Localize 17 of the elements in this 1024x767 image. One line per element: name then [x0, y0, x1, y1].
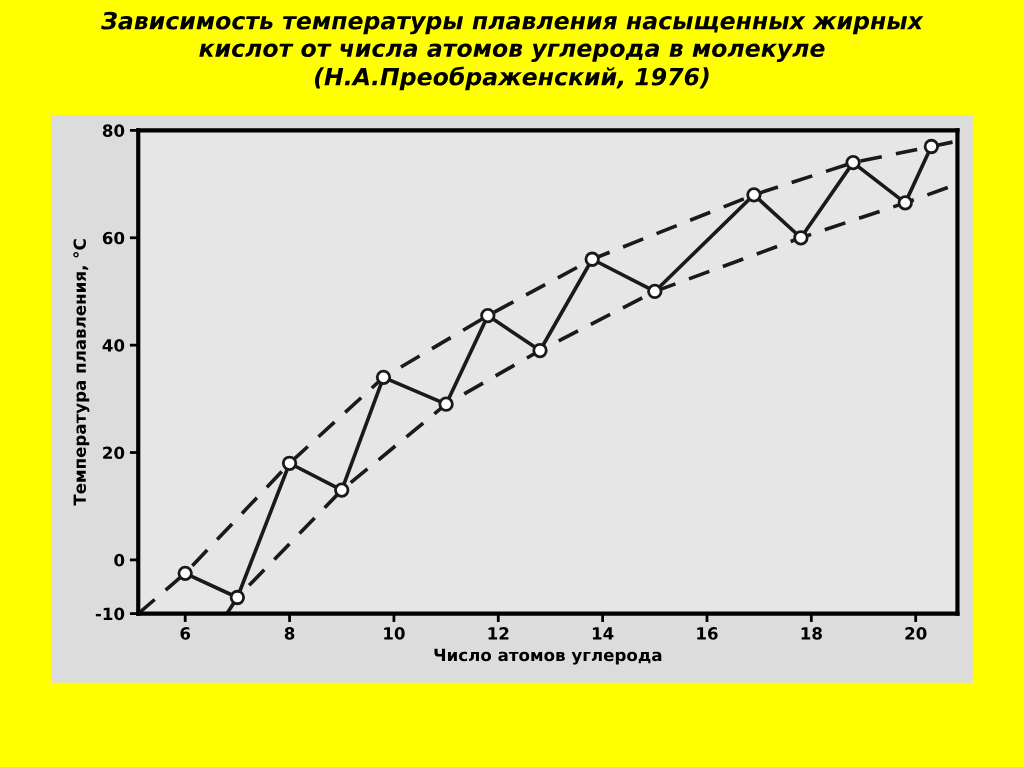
x-tick-label: 12 — [488, 627, 509, 640]
x-tick-label: 8 — [284, 627, 295, 640]
y-tick-label: 60 — [102, 231, 125, 245]
y-tick-label: 40 — [102, 339, 125, 352]
y-axis-title: Температура плавления, °С — [73, 239, 90, 506]
x-tick-label: 10 — [384, 627, 405, 640]
chart-title: Зависимость температуры плавления насыщенных жирных кислот от числа атомов углерода в молекуле (Н.А.Преображенский, 1976) — [101, 11, 924, 91]
x-tick-label: 20 — [905, 627, 927, 640]
x-tick-label: 6 — [180, 627, 191, 640]
x-tick-label: 14 — [592, 627, 614, 640]
x-tick-label: 16 — [697, 627, 718, 640]
x-tick-label: 18 — [801, 627, 822, 640]
x-axis-title: Число атомов углерода — [434, 648, 662, 665]
y-tick-label: 0 — [114, 553, 125, 567]
y-tick-label: -10 — [95, 607, 125, 621]
y-tick-label: 80 — [102, 124, 125, 137]
y-tick-label: 20 — [103, 446, 125, 460]
